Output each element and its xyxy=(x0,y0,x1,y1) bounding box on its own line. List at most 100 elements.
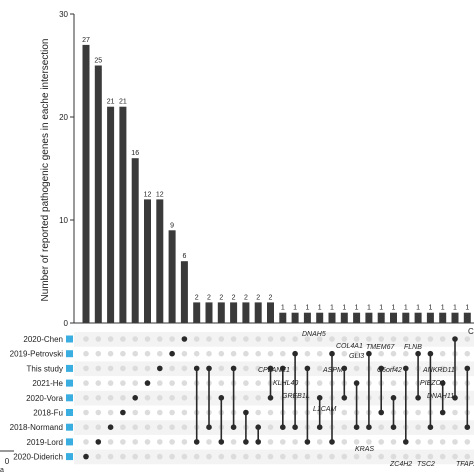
matrix-filled-dot xyxy=(107,424,114,431)
matrix-empty-dot xyxy=(181,395,188,401)
set-size-bar xyxy=(66,379,73,387)
matrix-empty-dot xyxy=(157,424,163,431)
matrix-row-band xyxy=(74,361,474,377)
gene-label: KRAS xyxy=(355,446,374,453)
matrix-empty-dot xyxy=(427,453,434,460)
y-tick-label: 0 xyxy=(64,319,69,328)
bar-value-label: 27 xyxy=(82,37,90,44)
matrix-empty-dot xyxy=(107,365,114,372)
matrix-empty-dot xyxy=(464,336,471,342)
matrix-empty-dot xyxy=(255,380,261,386)
matrix-empty-dot xyxy=(403,336,409,342)
bar-value-label: 2 xyxy=(256,294,260,301)
bar xyxy=(193,302,201,323)
bar-value-label: 12 xyxy=(144,191,152,198)
matrix-empty-dot xyxy=(144,395,151,401)
matrix-empty-dot xyxy=(83,380,89,386)
bar-value-label: 2 xyxy=(269,294,273,301)
matrix-empty-dot xyxy=(255,395,261,401)
gene-label: COL4A1 xyxy=(336,343,363,350)
bar-value-label: 1 xyxy=(318,305,322,312)
matrix-empty-dot xyxy=(144,439,151,445)
matrix-empty-dot xyxy=(353,365,360,372)
gene-label: ASPM xyxy=(322,367,343,374)
matrix-filled-dot xyxy=(206,424,212,431)
matrix-filled-dot xyxy=(341,365,348,372)
matrix-empty-dot xyxy=(403,350,409,357)
bar xyxy=(168,230,176,323)
matrix-filled-dot xyxy=(464,365,471,372)
bar xyxy=(353,312,361,323)
set-label: 2021-He xyxy=(32,379,63,388)
matrix-empty-dot xyxy=(95,395,102,401)
matrix-row-band xyxy=(74,420,474,435)
matrix-empty-dot xyxy=(439,336,446,342)
matrix-empty-dot xyxy=(427,439,434,445)
matrix-filled-dot xyxy=(329,439,335,445)
bar-value-label: 1 xyxy=(428,305,432,312)
matrix-filled-dot xyxy=(230,424,237,431)
matrix-empty-dot xyxy=(390,336,397,342)
matrix-empty-dot xyxy=(378,336,385,342)
set-size-axis: 0 a xyxy=(0,450,14,474)
matrix-empty-dot xyxy=(144,453,151,460)
bar-value-label: 2 xyxy=(207,294,211,301)
matrix-filled-dot xyxy=(452,395,458,401)
set-size-axis-suffix: a xyxy=(0,467,4,474)
matrix-filled-dot xyxy=(366,424,372,431)
matrix-filled-dot xyxy=(329,350,335,357)
matrix-empty-dot xyxy=(107,453,114,460)
bar xyxy=(119,106,127,323)
bar xyxy=(107,106,115,323)
bar xyxy=(217,302,225,323)
matrix-filled-dot xyxy=(169,350,175,357)
matrix-empty-dot xyxy=(95,365,102,372)
matrix-empty-dot xyxy=(464,453,471,460)
set-label: 2019-Petrovski xyxy=(10,350,64,359)
matrix-empty-dot xyxy=(316,365,323,372)
matrix-empty-dot xyxy=(157,409,163,416)
bar-value-label: 1 xyxy=(441,305,445,312)
matrix-empty-dot xyxy=(157,439,163,445)
matrix-empty-dot xyxy=(132,453,138,460)
matrix-filled-dot xyxy=(353,424,360,431)
matrix-empty-dot xyxy=(378,453,385,460)
matrix-empty-dot xyxy=(218,365,225,372)
matrix-empty-dot xyxy=(107,395,114,401)
bar xyxy=(365,312,373,323)
matrix-empty-dot xyxy=(366,336,372,342)
matrix-row-band xyxy=(74,449,474,465)
matrix-empty-dot xyxy=(181,409,188,416)
bar-value-label: 1 xyxy=(281,305,285,312)
matrix-empty-dot xyxy=(439,424,446,431)
matrix-empty-dot xyxy=(292,453,298,460)
matrix-empty-dot xyxy=(439,453,446,460)
matrix-filled-dot xyxy=(292,424,298,431)
matrix-filled-dot xyxy=(181,336,188,342)
matrix-empty-dot xyxy=(230,336,237,342)
matrix-empty-dot xyxy=(193,350,200,357)
matrix-empty-dot xyxy=(415,336,421,342)
matrix-empty-dot xyxy=(243,395,249,401)
matrix-empty-dot xyxy=(353,453,360,460)
matrix-filled-dot xyxy=(230,365,237,372)
matrix-empty-dot xyxy=(255,336,261,342)
gene-label: L1CAM xyxy=(313,406,337,413)
bar xyxy=(242,302,250,323)
matrix-empty-dot xyxy=(157,395,163,401)
matrix-filled-dot xyxy=(390,424,397,431)
set-size-bar xyxy=(66,394,73,402)
bar-value-label: 2 xyxy=(244,294,248,301)
y-tick-label: 20 xyxy=(59,113,68,122)
bar-value-label: 21 xyxy=(107,99,115,106)
matrix-empty-dot xyxy=(181,453,188,460)
matrix-filled-dot xyxy=(316,395,323,401)
bar xyxy=(131,158,139,323)
matrix-filled-dot xyxy=(366,350,372,357)
bar-value-label: 1 xyxy=(392,305,396,312)
matrix-empty-dot xyxy=(452,439,458,445)
matrix-empty-dot xyxy=(378,350,385,357)
matrix-filled-dot xyxy=(378,409,385,416)
matrix-empty-dot xyxy=(329,453,335,460)
matrix-filled-dot xyxy=(132,395,138,401)
